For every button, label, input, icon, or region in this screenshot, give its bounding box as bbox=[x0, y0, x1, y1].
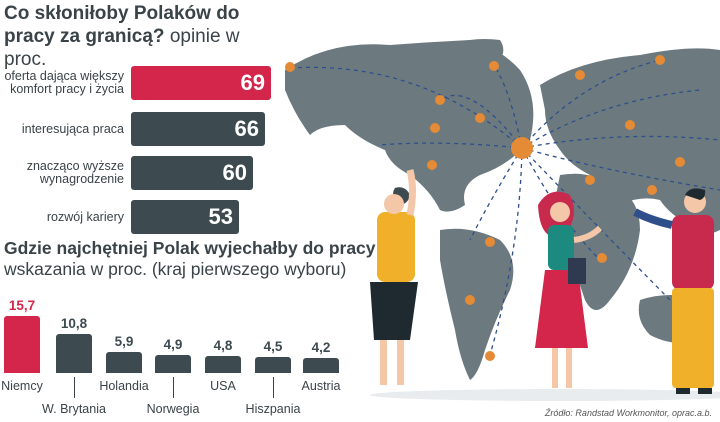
chart1-value-label: 66 bbox=[234, 116, 259, 141]
chart2-bar bbox=[155, 355, 191, 373]
source-note: Źródło: Randstad Workmonitor, oprac.a.b. bbox=[544, 408, 712, 418]
chart2-value-label: 10,8 bbox=[60, 316, 88, 331]
chart2-bar bbox=[56, 334, 92, 373]
chart1-bar bbox=[131, 66, 271, 100]
floor-shadow bbox=[370, 389, 720, 401]
chart2-category-label: Norwegia bbox=[146, 402, 200, 416]
chart2-bar bbox=[303, 358, 339, 373]
chart1-value-label: 60 bbox=[222, 160, 247, 185]
chart2-value-label: 4,9 bbox=[163, 337, 183, 352]
chart1-title-block: Co skłoniłoby Polaków do pracy za granic… bbox=[4, 2, 274, 71]
map-center-hub bbox=[511, 137, 533, 159]
person-woman-with-folder bbox=[535, 191, 603, 388]
chart1-category-label: oferta dająca większy komfort pracy i ży… bbox=[4, 69, 124, 96]
chart2-label-tick bbox=[74, 377, 75, 398]
person-woman-pointing bbox=[370, 169, 418, 385]
chart1-value-label: 53 bbox=[208, 204, 233, 229]
map-europe-asia bbox=[540, 48, 720, 235]
chart1-subtitle: opinie w proc. bbox=[4, 26, 240, 70]
map-greenland bbox=[430, 39, 504, 71]
chart2-subtitle: wskazania w proc. (kraj pierwszego wybor… bbox=[4, 259, 347, 279]
chart2-bar bbox=[205, 356, 241, 373]
chart1-title: Co skłoniłoby Polaków do pracy za granic… bbox=[4, 3, 240, 47]
chart2-bar bbox=[255, 357, 291, 373]
chart1-category-label: rozwój kariery bbox=[46, 210, 124, 224]
chart2-title: Gdzie najchętniej Polak wyjechałby do pr… bbox=[4, 238, 376, 258]
chart2-value-label: 5,9 bbox=[114, 334, 134, 349]
chart2-value-label: 4,5 bbox=[263, 339, 283, 354]
map-north-america bbox=[285, 40, 534, 212]
chart2-bar bbox=[4, 316, 40, 373]
chart1-category-label: znacząco wyższe wynagrodzenie bbox=[26, 159, 124, 186]
chart1-bar bbox=[131, 112, 265, 146]
chart2-value-label: 4,2 bbox=[311, 340, 331, 355]
chart1-bar bbox=[131, 156, 253, 190]
chart1-bar bbox=[131, 200, 239, 234]
map-africa bbox=[553, 173, 640, 310]
map-south-america bbox=[440, 228, 514, 380]
chart2-value-label: 15,7 bbox=[8, 298, 36, 313]
chart2-value-label: 4,8 bbox=[213, 338, 233, 353]
chart2-category-label: USA bbox=[210, 379, 236, 393]
chart2-label-tick bbox=[173, 377, 174, 398]
person-man bbox=[633, 188, 714, 394]
chart1-value-label: 69 bbox=[240, 70, 265, 95]
chart2-category-label: Austria bbox=[301, 379, 341, 393]
chart1-category-label: interesująca praca bbox=[21, 122, 124, 136]
chart2-category-label: W. Brytania bbox=[42, 402, 106, 416]
chart2-category-label: Niemcy bbox=[1, 379, 43, 393]
chart2-category-label: Holandia bbox=[99, 379, 149, 393]
chart2-category-label: Hiszpania bbox=[245, 402, 301, 416]
chart2-title-block: Gdzie najchętniej Polak wyjechałby do pr… bbox=[4, 238, 384, 280]
chart2-label-tick bbox=[273, 377, 274, 398]
chart2-bar bbox=[106, 352, 142, 373]
